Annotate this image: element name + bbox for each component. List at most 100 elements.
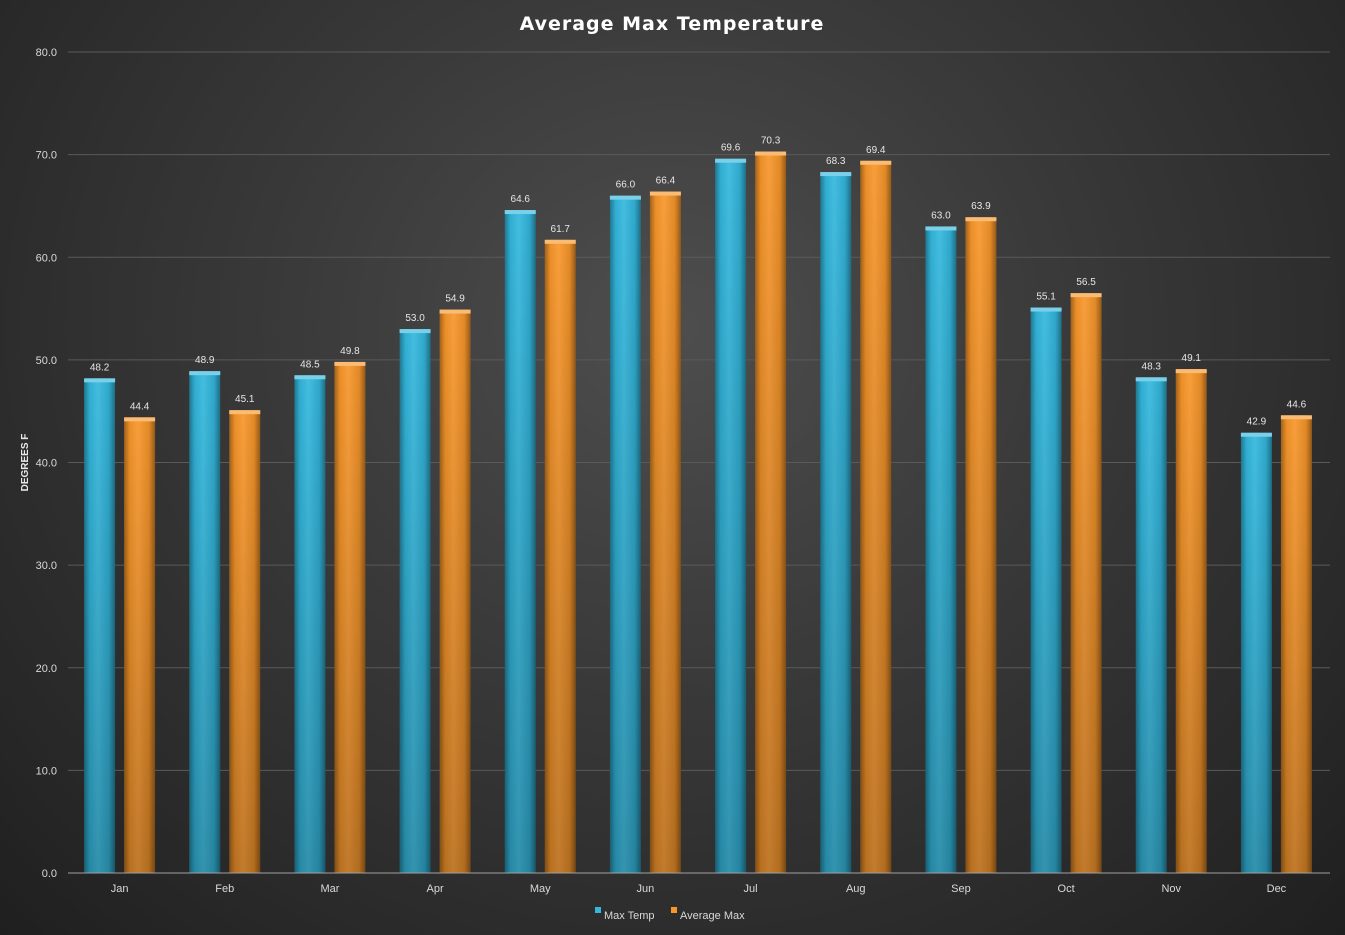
bar-top xyxy=(334,361,366,366)
data-label: 55.1 xyxy=(1036,292,1056,303)
bar xyxy=(1070,293,1102,873)
data-label: 66.4 xyxy=(656,176,676,187)
bar-top xyxy=(860,160,892,165)
bar xyxy=(1240,432,1272,873)
chart-title: Average Max Temperature xyxy=(520,13,825,35)
data-label: 63.0 xyxy=(931,210,951,221)
bar-shade xyxy=(609,195,641,874)
y-tick-label: 80.0 xyxy=(36,47,57,59)
bar xyxy=(1175,369,1207,873)
x-tick-label: Jan xyxy=(111,883,129,895)
bar-top xyxy=(755,151,787,156)
legend-item: Max Temp xyxy=(595,907,655,922)
bar-shade xyxy=(124,417,156,873)
bar-shade xyxy=(1240,432,1272,873)
data-label: 70.3 xyxy=(761,136,781,147)
bar-shade xyxy=(925,226,957,873)
bar-shade xyxy=(1135,377,1167,873)
legend-swatch xyxy=(671,907,677,913)
bar-shade xyxy=(294,375,326,873)
data-label: 64.6 xyxy=(511,194,531,205)
data-label: 49.1 xyxy=(1182,353,1202,364)
bar-shade xyxy=(649,191,681,873)
bar xyxy=(860,160,892,874)
data-label: 53.0 xyxy=(405,313,425,324)
data-label: 49.8 xyxy=(340,346,360,357)
y-tick-label: 20.0 xyxy=(36,663,57,675)
bar-shade xyxy=(229,410,261,873)
bar xyxy=(334,361,366,873)
x-tick-label: May xyxy=(530,883,551,895)
bar-top xyxy=(649,191,681,196)
data-label: 54.9 xyxy=(445,294,465,305)
bar-top xyxy=(965,217,997,222)
x-axis-ticks: Jan Feb Mar Apr May Jun Jul Aug Sep Oct Nov Dec xyxy=(111,883,1287,895)
bar xyxy=(1030,307,1062,873)
y-tick-label: 50.0 xyxy=(36,355,57,367)
bar-shade xyxy=(1030,307,1062,873)
data-label: 63.9 xyxy=(971,201,991,212)
data-label: 69.6 xyxy=(721,143,741,154)
bar-top xyxy=(609,195,641,200)
bar-shade xyxy=(439,309,471,873)
x-tick-label: Dec xyxy=(1267,883,1287,895)
data-labels: 48.2 44.4 48.9 45.1 48.5 49.8 53.0 54.9 64.6 61.7… xyxy=(90,136,1307,428)
bar xyxy=(1280,415,1312,873)
bar-shade xyxy=(1070,293,1102,873)
bar-top xyxy=(294,375,326,380)
bar xyxy=(609,195,641,874)
bar-top xyxy=(925,226,957,231)
bar-top xyxy=(504,210,536,215)
y-axis-ticks: 0.0 10.0 20.0 30.0 40.0 50.0 60.0 70.0 80.0 xyxy=(36,47,57,880)
bar xyxy=(820,172,852,874)
bar-top xyxy=(399,329,431,334)
legend-label: Average Max xyxy=(680,910,745,922)
data-label: 69.4 xyxy=(866,145,886,156)
y-tick-label: 60.0 xyxy=(36,252,57,264)
data-label: 48.3 xyxy=(1142,361,1162,372)
bar-top xyxy=(544,239,576,244)
x-tick-label: Aug xyxy=(846,883,866,895)
bar xyxy=(229,410,261,873)
x-tick-label: Nov xyxy=(1161,883,1181,895)
y-tick-label: 40.0 xyxy=(36,458,57,470)
bar-top xyxy=(124,417,156,422)
bar xyxy=(544,239,576,873)
bar xyxy=(124,417,156,873)
bar-top xyxy=(439,309,471,314)
bar xyxy=(965,217,997,873)
x-tick-label: Oct xyxy=(1058,883,1075,895)
x-tick-label: Jun xyxy=(637,883,655,895)
bar-shade xyxy=(715,158,747,874)
bar xyxy=(649,191,681,873)
bar xyxy=(715,158,747,874)
y-axis-title: DEGREES F xyxy=(20,434,31,492)
bar xyxy=(504,210,536,874)
bars xyxy=(84,151,1312,874)
data-label: 44.6 xyxy=(1287,399,1307,410)
data-label: 48.2 xyxy=(90,362,110,373)
data-label: 56.5 xyxy=(1076,277,1096,288)
data-label: 68.3 xyxy=(826,156,846,167)
y-tick-label: 30.0 xyxy=(36,560,57,572)
data-label: 66.0 xyxy=(616,180,636,191)
bar-shade xyxy=(544,239,576,873)
bar xyxy=(925,226,957,873)
bar-top xyxy=(1135,377,1167,382)
x-tick-label: Sep xyxy=(951,883,971,895)
gridlines xyxy=(68,51,1330,771)
bar-top xyxy=(1240,432,1272,437)
data-label: 42.9 xyxy=(1247,417,1267,428)
bar-shade xyxy=(84,378,116,873)
bar xyxy=(439,309,471,873)
bar-shade xyxy=(399,329,431,873)
bar-shade xyxy=(1175,369,1207,873)
bar-top xyxy=(1070,293,1102,298)
data-label: 48.9 xyxy=(195,355,215,366)
data-label: 61.7 xyxy=(551,224,571,235)
bar-top xyxy=(715,158,747,163)
data-label: 45.1 xyxy=(235,394,255,405)
bar-shade xyxy=(755,151,787,873)
bar-shade xyxy=(1280,415,1312,873)
